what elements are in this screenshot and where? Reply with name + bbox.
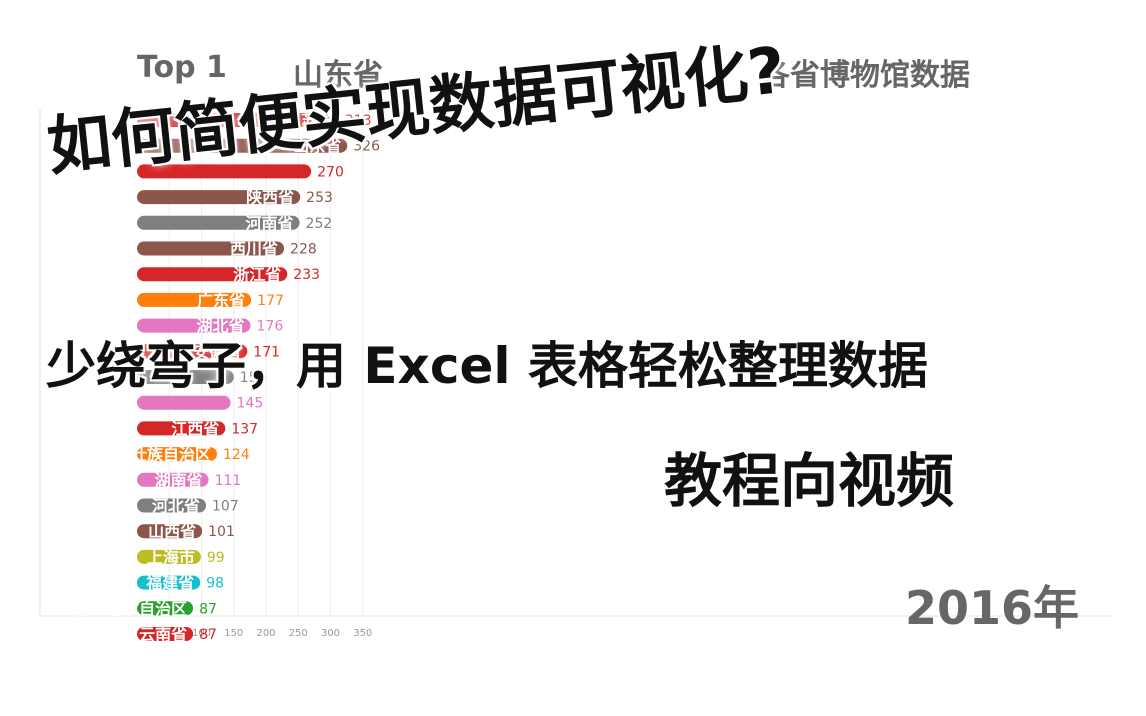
bar [137, 215, 300, 230]
bar-value-label: 313 [345, 113, 372, 129]
overlay-subheadline: 少绕弯子，用 Excel 表格轻松整理数据 [45, 336, 929, 396]
x-tick-label: 300 [321, 628, 340, 639]
bar-label: 浙江省 [233, 265, 281, 284]
bar-value-label: 150 [240, 370, 267, 386]
leader-name: 山东省 [293, 58, 383, 93]
bar-label: 湖北省 [197, 317, 245, 336]
bar-value-label: 270 [317, 164, 344, 180]
bar-value-label: 171 [253, 344, 280, 360]
bar [137, 318, 251, 333]
x-tick-label: 150 [224, 628, 243, 639]
bar-label: 新疆维吾尔自治区 [59, 599, 187, 618]
bar-value-label: 124 [223, 447, 250, 463]
bar-label: 云南省 [139, 625, 187, 644]
bar-value-label: 111 [215, 473, 242, 489]
bar-value-label: 87 [199, 601, 217, 617]
bar-value-label: 253 [306, 190, 333, 206]
chart-title: 各省博物馆数据 [760, 58, 970, 93]
bar-value-label: 177 [257, 293, 284, 309]
top-rank-label: Top 1 [137, 50, 227, 85]
bar [137, 138, 348, 153]
bar-value-label: 233 [293, 267, 320, 283]
bar-label: 山东省 [293, 137, 341, 156]
bar-label: 河北省 [152, 497, 200, 516]
x-tick-label: 250 [289, 628, 308, 639]
bar [137, 498, 207, 513]
bar-value-label: 228 [290, 242, 317, 258]
x-tick-label: 200 [256, 628, 275, 639]
x-tick-label: 100 [192, 628, 211, 639]
bar-label: 河南省 [246, 214, 294, 233]
bar-value-label: 137 [231, 421, 258, 437]
bar [137, 164, 312, 179]
bar [137, 113, 339, 127]
bar-value-label: 326 [353, 139, 380, 155]
bar-value-label: 252 [306, 216, 333, 232]
bar [137, 421, 226, 436]
bar-value-label: 99 [207, 550, 225, 566]
bar-value-label: 101 [208, 524, 235, 540]
bar [137, 627, 194, 641]
bar-label: 江苏省 [285, 111, 333, 130]
bar [137, 447, 217, 462]
bar [137, 575, 201, 590]
bar-label: 广东省 [197, 291, 245, 310]
bar-label: 上海市 [147, 548, 195, 567]
overlay-tagline: 教程向视频 [663, 446, 955, 516]
x-tick-label: 350 [353, 628, 372, 639]
bar-label: 陕西省 [246, 188, 294, 207]
bar-label: 广西壮族自治区 [99, 445, 211, 464]
bar-label: 安徽省 [193, 342, 241, 361]
bar [137, 524, 203, 539]
bar [137, 472, 209, 487]
bar-value-label: 107 [212, 499, 239, 515]
bar-label: 湖南省 [155, 471, 203, 490]
bar [137, 395, 231, 410]
bar-label: 山西省 [148, 522, 196, 541]
bar-label: 福建省 [145, 574, 194, 593]
bar-value-label: 176 [257, 319, 284, 335]
bar [137, 267, 288, 282]
bar [137, 601, 194, 616]
bar [137, 370, 234, 384]
bar [137, 241, 285, 256]
bar-value-label: 145 [237, 396, 264, 412]
bar [137, 190, 301, 205]
bar-value-label: 87 [199, 627, 217, 643]
bar-label: 江西省 [171, 419, 219, 438]
bar [137, 549, 201, 564]
bar [137, 292, 252, 307]
bar [137, 344, 248, 359]
bar-label: 西川省 [230, 240, 278, 259]
year-label: 2016年 [905, 581, 1080, 635]
bar-value-label: 98 [206, 576, 224, 592]
